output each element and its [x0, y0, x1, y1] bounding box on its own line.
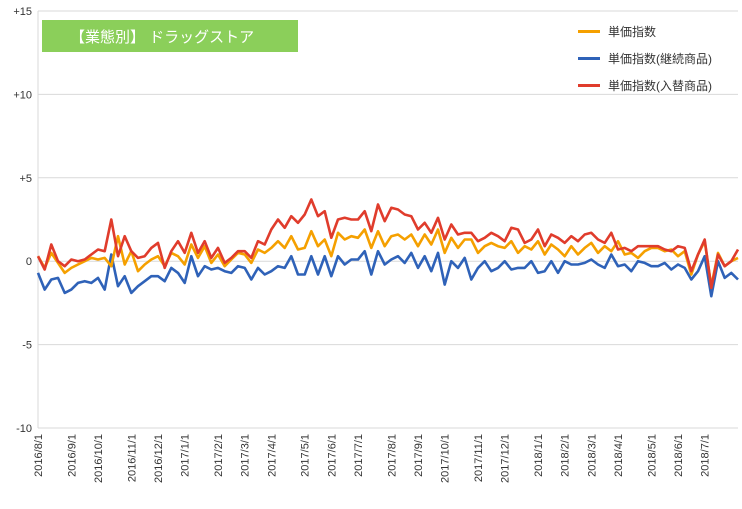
legend-item-unit-price-index: 単価指数 [578, 18, 738, 45]
gridlines [37, 10, 738, 429]
x-tick-label: 2016/8/1 [33, 434, 45, 477]
legend-swatch-continuing-products [578, 57, 600, 60]
legend: 単価指数 単価指数(継続商品) 単価指数(入替商品) [578, 18, 738, 99]
x-tick-label: 2017/7/1 [353, 434, 365, 477]
x-tick-label: 2017/5/1 [300, 434, 312, 477]
y-tick-label: 0 [26, 256, 32, 268]
x-tick-label: 2016/9/1 [66, 434, 78, 477]
x-axis-tick-labels: 2016/8/1 2016/9/1 2016/10/1 2016/11/1 2016/1… [33, 434, 712, 483]
x-tick-label: 2018/6/1 [673, 434, 685, 477]
series-lines [36, 198, 740, 298]
x-tick-label: 2016/11/1 [126, 434, 138, 482]
legend-label-unit-price-index: 単価指数 [608, 25, 657, 39]
legend-swatch-replacement-products [578, 84, 600, 87]
x-tick-label: 2016/10/1 [93, 434, 105, 483]
chart-title: 【業態別】 ドラッグストア [42, 20, 298, 52]
x-tick-label: 2018/5/1 [646, 434, 658, 477]
x-tick-label: 2017/3/1 [240, 434, 252, 477]
x-tick-label: 2017/11/1 [473, 434, 485, 482]
x-tick-label: 2016/12/1 [153, 434, 165, 483]
legend-label-continuing-products: 単価指数(継続商品) [608, 52, 712, 66]
y-tick-label: -5 [22, 340, 32, 352]
x-tick-label: 2017/4/1 [266, 434, 278, 477]
x-tick-label: 2017/12/1 [500, 434, 512, 483]
x-tick-label: 2018/4/1 [613, 434, 625, 477]
x-tick-label: 2018/3/1 [586, 434, 598, 477]
x-tick-label: 2017/9/1 [413, 434, 425, 477]
x-tick-label: 2018/7/1 [700, 434, 712, 477]
y-tick-label: +5 [19, 173, 32, 185]
legend-item-continuing-products: 単価指数(継続商品) [578, 45, 738, 72]
series-line-continuing-products [36, 249, 739, 298]
y-axis-tick-labels: +15 +10 +5 0 -5 -10 [13, 6, 32, 435]
x-tick-label: 2017/1/1 [180, 434, 192, 477]
x-tick-label: 2017/10/1 [440, 434, 452, 483]
x-tick-label: 2017/2/1 [213, 434, 225, 477]
x-tick-label: 2017/6/1 [326, 434, 338, 477]
x-tick-label: 2018/2/1 [560, 434, 572, 477]
x-tick-label: 2017/8/1 [386, 434, 398, 477]
y-tick-label: -10 [16, 423, 32, 435]
series-line-replacement-products [36, 198, 740, 290]
legend-swatch-unit-price-index [578, 30, 600, 33]
y-tick-label: +10 [13, 89, 32, 101]
legend-label-replacement-products: 単価指数(入替商品) [608, 79, 712, 93]
legend-item-replacement-products: 単価指数(入替商品) [578, 72, 738, 99]
x-tick-label: 2018/1/1 [533, 434, 545, 477]
y-tick-label: +15 [13, 6, 32, 18]
